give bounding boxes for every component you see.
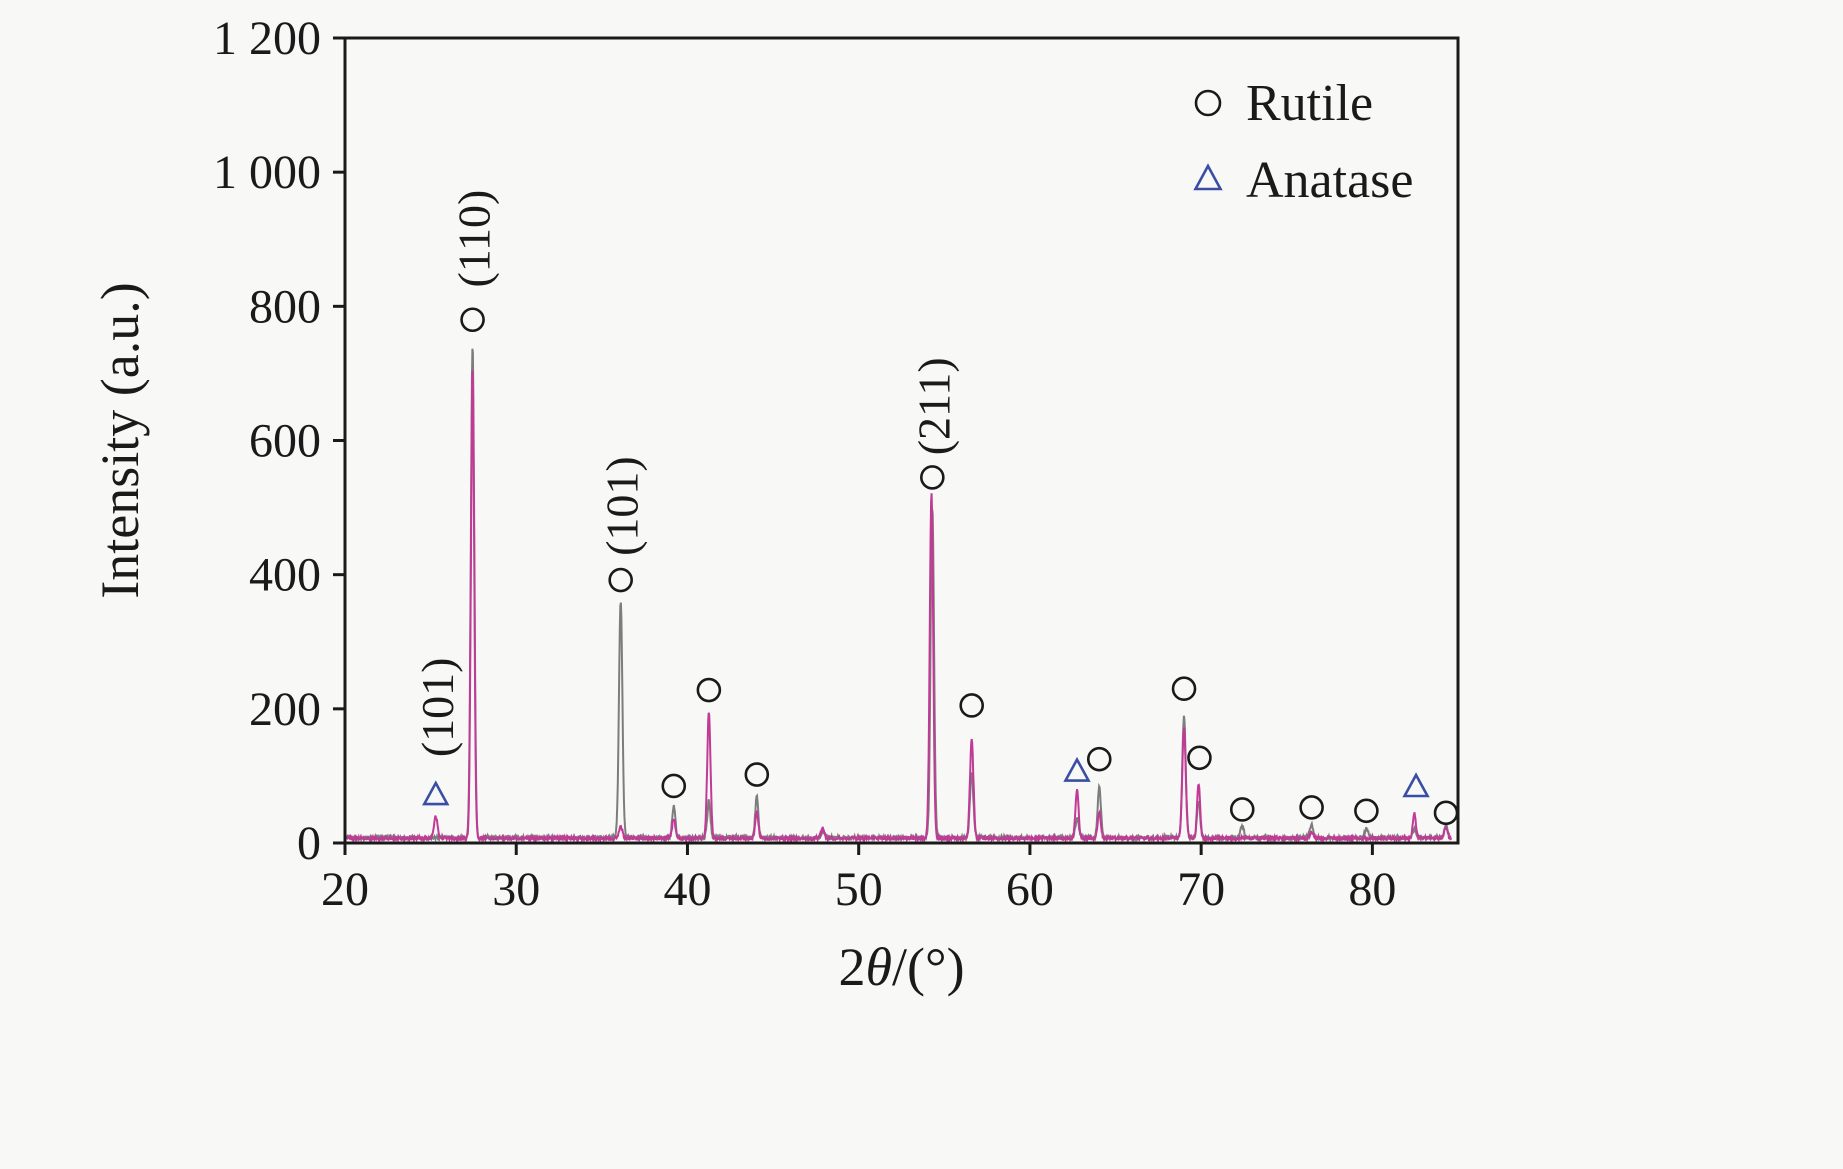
rutile-marker [1354, 798, 1379, 824]
legend-anatase-marker-icon [1193, 163, 1223, 191]
rutile-marker [744, 762, 770, 787]
x-tick-label: 50 [835, 863, 883, 916]
legend: Rutile Anatase [1193, 75, 1413, 209]
x-axis-label: 2θ/(°) [838, 937, 964, 997]
rutile-marker [696, 677, 722, 703]
series-magenta-trace [344, 370, 1452, 844]
rutile-marker [1229, 797, 1255, 822]
peak-annotation: (211) [908, 357, 959, 455]
y-axis-label: Intensity (a.u.) [90, 282, 150, 598]
anatase-marker [1402, 772, 1430, 798]
y-tick-label: 800 [249, 280, 321, 333]
x-tick-label: 70 [1177, 863, 1225, 916]
y-tick-label: 200 [249, 683, 321, 736]
anatase-marker [1063, 756, 1091, 782]
rutile-marker [460, 307, 485, 333]
rutile-marker [959, 693, 985, 718]
x-tick-label: 80 [1348, 863, 1396, 916]
x-tick-label: 20 [321, 863, 369, 916]
y-tick-label: 1 200 [213, 12, 321, 65]
x-tick-label: 60 [1006, 863, 1054, 916]
rutile-marker [920, 465, 945, 490]
legend-label-rutile: Rutile [1246, 75, 1373, 132]
x-tick-label: 30 [492, 863, 540, 916]
y-tick-label: 400 [249, 549, 321, 602]
rutile-marker [1187, 745, 1212, 771]
anatase-marker [422, 780, 450, 806]
y-tick-label: 1 000 [213, 146, 321, 199]
peak-annotation: (101) [597, 456, 648, 556]
legend-rutile-marker-icon [1194, 89, 1222, 117]
y-tick-label: 600 [249, 415, 321, 468]
peak-annotation: (110) [449, 190, 500, 288]
rutile-marker [1171, 676, 1197, 702]
legend-label-anatase: Anatase [1246, 152, 1413, 209]
rutile-marker [1086, 746, 1112, 772]
x-tick-label: 40 [663, 863, 711, 916]
peak-annotation: (101) [412, 657, 463, 757]
rutile-marker [661, 773, 687, 799]
rutile-marker [1299, 795, 1324, 820]
y-tick-label: 0 [297, 817, 321, 870]
rutile-marker [608, 567, 633, 593]
